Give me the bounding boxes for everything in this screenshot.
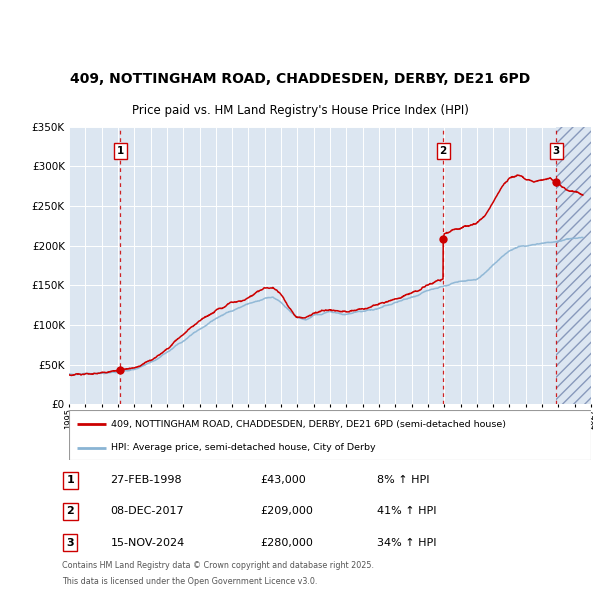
Text: 15-NOV-2024: 15-NOV-2024 xyxy=(110,537,185,548)
Text: Price paid vs. HM Land Registry's House Price Index (HPI): Price paid vs. HM Land Registry's House … xyxy=(131,104,469,117)
Text: 3: 3 xyxy=(67,537,74,548)
Text: 2: 2 xyxy=(67,506,74,516)
Text: 08-DEC-2017: 08-DEC-2017 xyxy=(110,506,184,516)
Text: 8% ↑ HPI: 8% ↑ HPI xyxy=(377,476,430,485)
Text: Contains HM Land Registry data © Crown copyright and database right 2025.: Contains HM Land Registry data © Crown c… xyxy=(62,561,374,571)
Text: £280,000: £280,000 xyxy=(260,537,313,548)
Text: 409, NOTTINGHAM ROAD, CHADDESDEN, DERBY, DE21 6PD: 409, NOTTINGHAM ROAD, CHADDESDEN, DERBY,… xyxy=(70,72,530,86)
Text: 1: 1 xyxy=(67,476,74,485)
Text: 2: 2 xyxy=(440,146,447,156)
Text: This data is licensed under the Open Government Licence v3.0.: This data is licensed under the Open Gov… xyxy=(62,577,318,586)
FancyBboxPatch shape xyxy=(69,410,591,460)
Text: 34% ↑ HPI: 34% ↑ HPI xyxy=(377,537,437,548)
Text: HPI: Average price, semi-detached house, City of Derby: HPI: Average price, semi-detached house,… xyxy=(111,443,376,452)
Text: 3: 3 xyxy=(553,146,560,156)
Text: 409, NOTTINGHAM ROAD, CHADDESDEN, DERBY, DE21 6PD (semi-detached house): 409, NOTTINGHAM ROAD, CHADDESDEN, DERBY,… xyxy=(111,419,506,428)
Bar xyxy=(556,127,591,404)
Text: 27-FEB-1998: 27-FEB-1998 xyxy=(110,476,182,485)
Text: £43,000: £43,000 xyxy=(260,476,305,485)
Text: 41% ↑ HPI: 41% ↑ HPI xyxy=(377,506,437,516)
Text: £209,000: £209,000 xyxy=(260,506,313,516)
Text: 1: 1 xyxy=(117,146,124,156)
